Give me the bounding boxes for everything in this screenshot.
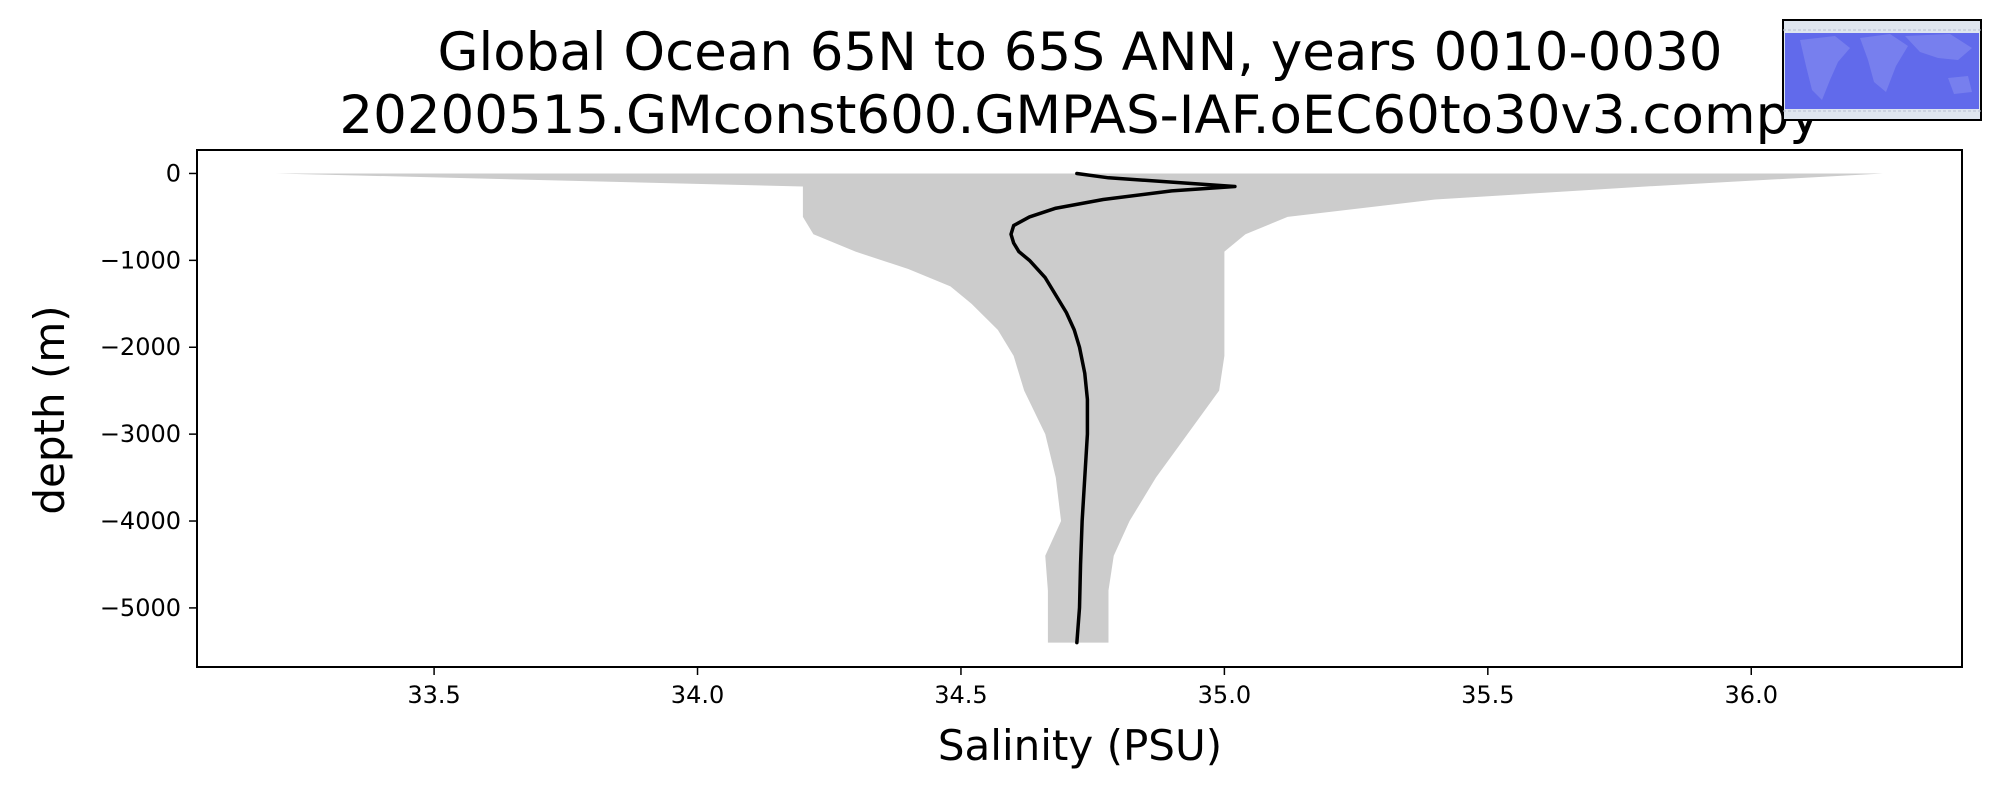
chart-title-line2: 20200515.GMconst600.GMPAS-IAF.oEC60to30v… — [339, 85, 1820, 146]
y-tick-label: −5000 — [100, 594, 181, 622]
chart-title-line1: Global Ocean 65N to 65S ANN, years 0010-… — [437, 22, 1722, 83]
plot-area — [276, 171, 1883, 645]
x-tick-label: 33.5 — [407, 681, 460, 709]
x-axis: 33.5 34.0 34.5 35.0 35.5 36.0 — [407, 667, 1778, 709]
y-tick-label: −2000 — [100, 333, 181, 361]
x-tick-label: 34.0 — [671, 681, 724, 709]
x-axis-label: Salinity (PSU) — [938, 721, 1222, 770]
continents-shape — [1800, 34, 1972, 100]
x-tick-label: 35.0 — [1198, 681, 1251, 709]
y-axis: 0 −1000 −2000 −3000 −4000 −5000 — [100, 159, 197, 622]
x-tick-label: 35.5 — [1461, 681, 1514, 709]
y-tick-label: −4000 — [100, 507, 181, 535]
region-map-inset — [1782, 19, 1982, 121]
y-tick-label: −3000 — [100, 420, 181, 448]
mean-profile-line — [1009, 171, 1237, 645]
x-tick-label: 36.0 — [1725, 681, 1778, 709]
range-shading — [276, 173, 1883, 643]
y-tick-label: −1000 — [100, 246, 181, 274]
y-axis-label: depth (m) — [25, 305, 74, 514]
x-tick-label: 34.5 — [934, 681, 987, 709]
axes-frame — [196, 149, 1963, 668]
y-tick-label: 0 — [166, 159, 181, 187]
